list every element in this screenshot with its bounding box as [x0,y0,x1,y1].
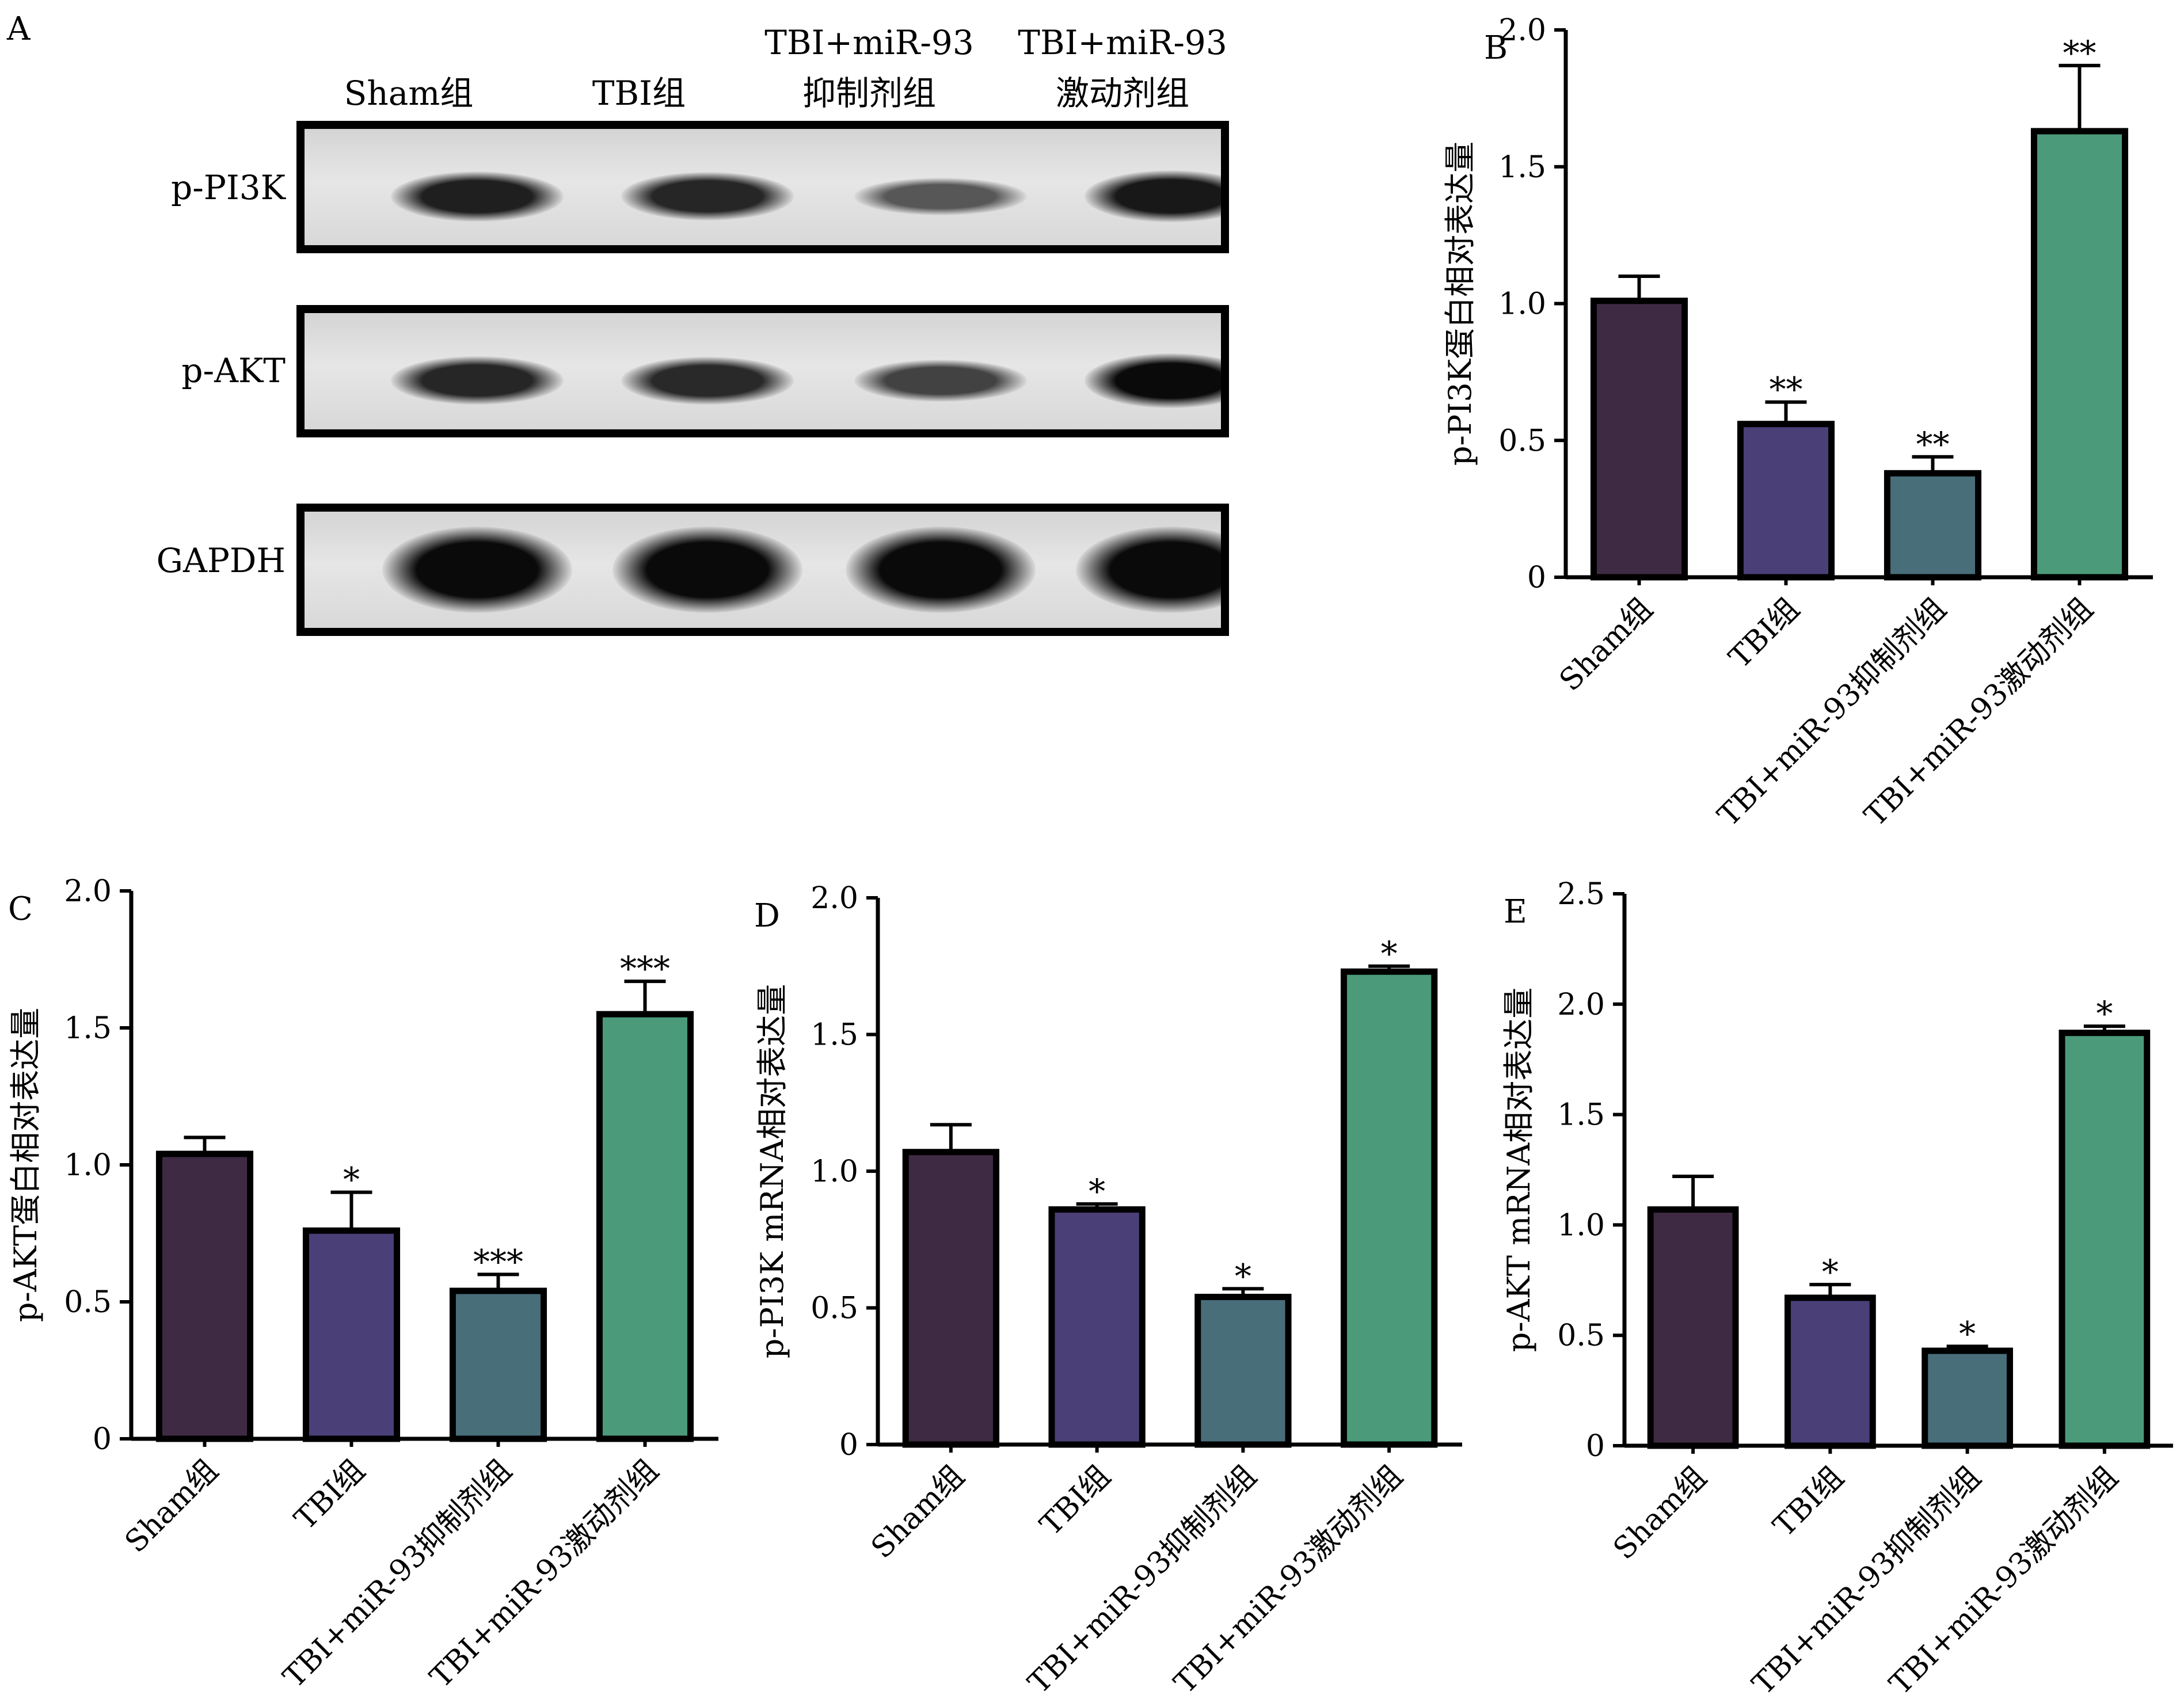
y-tick-label: 0 [93,1422,112,1457]
blot-band [391,171,564,222]
blot-band [1085,353,1221,408]
x-tick-label: TBI组 [1034,1459,1117,1542]
x-tick-label: Sham组 [1607,1460,1713,1567]
bar [1647,1206,1739,1449]
bar [1737,421,1835,581]
blot-band [621,356,794,405]
y-tick-label: 1.5 [811,1018,858,1053]
significance-marker: ** [1916,425,1950,464]
bar [1884,470,1982,581]
bar [302,1227,401,1442]
x-tick-label: TBI组 [1767,1460,1850,1544]
panel-letter-a: A [7,10,31,48]
y-tick-label: 1.5 [1557,1098,1605,1133]
bar [1194,1294,1292,1448]
y-tick-label: 1.0 [64,1148,112,1183]
significance-marker: * [1959,1314,1976,1353]
y-tick-label: 0.5 [811,1291,858,1326]
y-axis-label: p-AKT蛋白相对表达量 [7,1008,44,1322]
blot-band [854,359,1027,402]
y-tick-label: 1.5 [1498,150,1546,185]
bar [449,1287,547,1442]
blot-band [846,527,1036,613]
y-tick-label: 2.5 [1557,877,1605,912]
panel-letter: B [1484,29,1508,67]
y-tick-label: 2.0 [811,881,858,916]
significance-marker: * [1822,1252,1839,1291]
significance-marker: ** [1770,370,1803,409]
y-tick-label: 1.0 [1557,1208,1605,1243]
significance-marker: * [343,1160,360,1199]
lane-label-inhibitor: TBI+miR-93 抑制剂组 [764,23,974,113]
blot-band [854,177,1027,215]
bar [2059,1030,2151,1449]
y-tick-label: 0.5 [1498,424,1546,458]
blot-band [1076,527,1221,613]
y-axis-label: p-AKT mRNA相对表达量 [1501,988,1537,1352]
lane-label-sham: Sham组 [344,74,474,113]
y-tick-label: 2.0 [1557,988,1605,1022]
western-blot-panel: A Sham组 TBI组 TBI+miR-93 抑制剂组 TBI+miR-93 … [0,0,1243,645]
bar [155,1150,254,1442]
blot-strip-p-pi3k [296,121,1229,253]
band-label-p-akt: p-AKT [181,351,286,390]
panel-letter: D [754,897,780,935]
y-axis-label: p-PI3K蛋白相对表达量 [1442,142,1478,466]
y-tick-label: 0.5 [64,1285,112,1320]
panel-letter: E [1504,893,1527,931]
bar [1590,298,1688,581]
y-tick-label: 2.0 [64,874,112,909]
significance-marker: * [1089,1172,1105,1211]
blot-band [621,172,794,220]
significance-marker: *** [620,949,670,988]
lane-label-agonist: TBI+miR-93 激动剂组 [1018,23,1227,113]
blot-band [391,356,564,405]
y-tick-label: 1.0 [1498,287,1546,322]
significance-marker: * [1381,934,1398,973]
bar [902,1149,1000,1448]
blot-band [1085,170,1221,222]
bar [1048,1206,1146,1448]
band-label-gapdh: GAPDH [156,541,286,580]
bar [2030,128,2129,581]
x-tick-label: Sham组 [1553,592,1660,698]
blot-band [612,527,802,613]
x-tick-label: Sham组 [119,1453,225,1560]
x-tick-label: TBI组 [1722,592,1806,675]
bar [1922,1347,2013,1449]
blot-strip-gapdh [296,504,1229,636]
significance-marker: *** [473,1242,523,1281]
y-tick-label: 0 [1586,1429,1605,1464]
y-tick-label: 0 [1527,561,1546,595]
significance-marker: * [1235,1256,1251,1296]
x-tick-label: TBI+miR-93激动剂组 [1883,1460,2125,1702]
bar [596,1011,694,1442]
lane-label-tbi: TBI组 [592,74,686,113]
panel-letter: C [8,890,33,928]
y-tick-label: 2.0 [1498,13,1546,48]
y-tick-label: 1.0 [811,1154,858,1189]
blot-band [382,527,572,613]
x-tick-label: TBI组 [288,1453,371,1537]
x-tick-label: Sham组 [865,1459,971,1565]
significance-marker: ** [2063,33,2097,73]
band-label-p-pi3k: p-PI3K [171,168,286,207]
y-tick-label: 0 [839,1428,858,1462]
y-axis-label: p-PI3K mRNA相对表达量 [754,984,790,1358]
bar [1785,1294,1876,1449]
y-tick-label: 0.5 [1557,1319,1605,1353]
significance-marker: * [2096,994,2113,1033]
blot-strip-p-akt [296,305,1229,437]
bar [1340,968,1438,1448]
y-tick-label: 1.5 [64,1011,112,1046]
x-tick-label: TBI+miR-93抑制剂组 [1746,1460,1988,1702]
